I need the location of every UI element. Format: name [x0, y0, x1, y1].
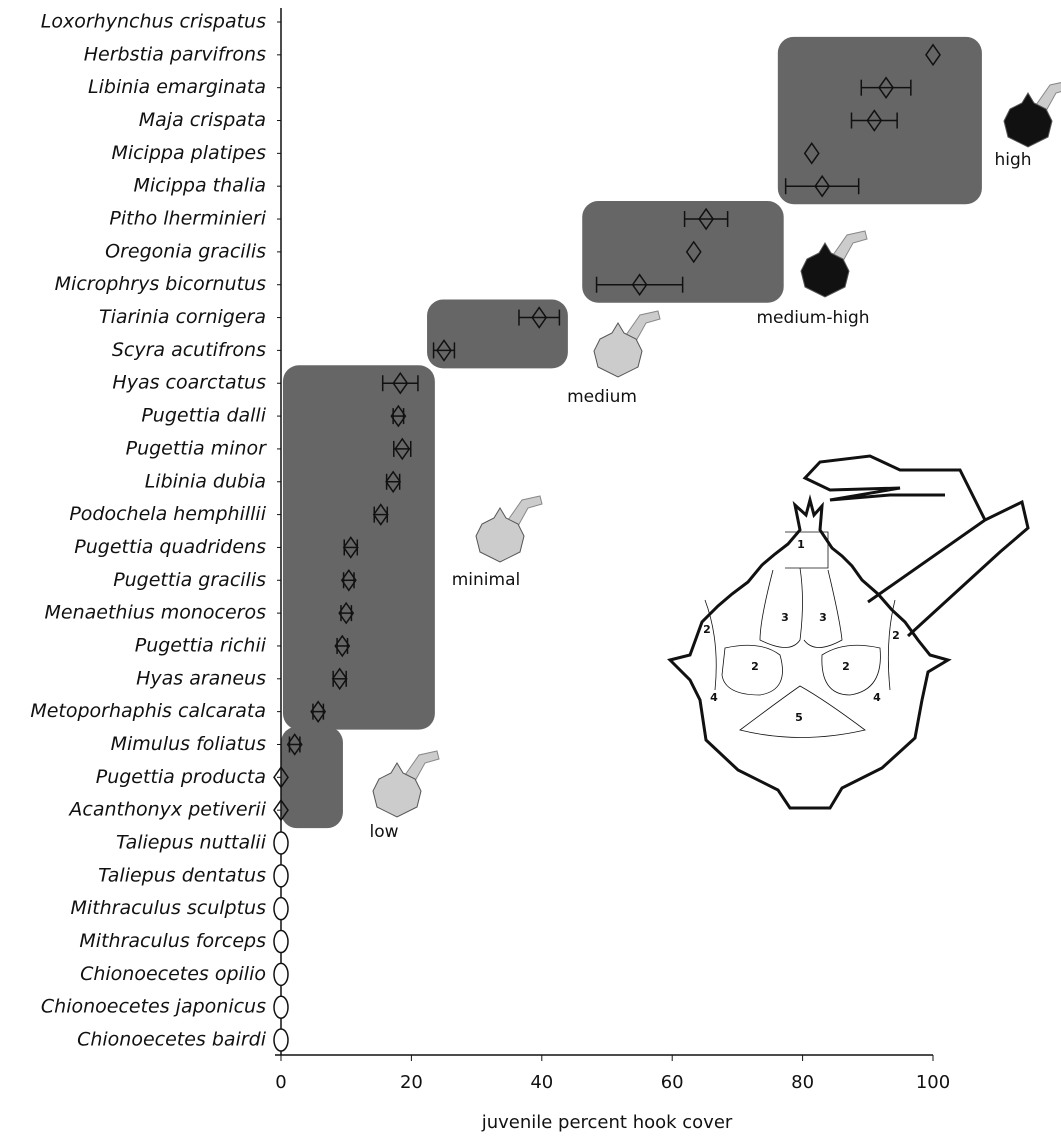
y-tick-label: Metoporhaphis calcarata [30, 700, 266, 722]
chart: high medium-high medium minimal low 0 20 40 60 80… [0, 0, 1061, 1139]
ellipse-marker [274, 1029, 288, 1051]
y-tick-label: Taliepus dentatus [98, 864, 266, 886]
crab-icon [1004, 81, 1061, 147]
y-tick-label: Pugettia producta [96, 766, 266, 788]
x-tick-label: 80 [791, 1072, 814, 1093]
y-tick-label: Libinia dubia [145, 470, 266, 492]
region-label: medium [567, 387, 637, 407]
y-tick-label: Hyas coarctatus [112, 372, 266, 394]
y-tick-label: Acanthonyx petiverii [67, 799, 266, 821]
ellipse-marker [274, 963, 288, 985]
y-tick-label: Podochela hemphillii [69, 503, 266, 525]
y-tick-label: Taliepus nuttalii [116, 832, 267, 854]
y-tick-label: Loxorhynchus crispatus [41, 11, 266, 33]
region-box [427, 300, 568, 369]
diagram-label: 3 [781, 611, 789, 624]
y-tick-label: Herbstia parvifrons [84, 43, 266, 65]
crab-icon [801, 231, 867, 297]
y-tick-label: Pugettia quadridens [74, 536, 266, 558]
y-tick-label: Micippa thalia [133, 175, 266, 197]
y-tick-label: Microphrys bicornutus [55, 273, 266, 295]
y-tick-label: Hyas araneus [136, 667, 266, 689]
y-tick-label: Chionoecetes bairdi [77, 1029, 267, 1051]
ellipse-marker [274, 996, 288, 1018]
diagram-label: 2 [892, 629, 900, 642]
crab-icon [476, 496, 542, 562]
y-tick-label: Micippa platipes [111, 142, 266, 164]
y-tick-label: Pugettia richii [135, 634, 267, 656]
y-tick-label: Libinia emarginata [88, 76, 266, 98]
crab-icon [373, 751, 439, 817]
ellipse-marker [274, 865, 288, 887]
diagram-label: 4 [873, 691, 881, 704]
crab-icon [594, 311, 660, 377]
x-tick-label: 100 [916, 1072, 950, 1093]
ellipse-marker [274, 832, 288, 854]
ellipse-marker [274, 898, 288, 920]
diagram-label: 4 [710, 691, 718, 704]
y-tick-label: Chionoecetes japonicus [41, 996, 266, 1018]
region-label: low [369, 822, 398, 842]
y-tick-label: Scyra acutifrons [112, 339, 266, 361]
y-tick-label: Mithraculus sculptus [71, 897, 267, 919]
x-tick-label: 60 [661, 1072, 684, 1093]
region-label: medium-high [756, 308, 869, 328]
diagram-label: 2 [751, 660, 759, 673]
x-tick-label: 20 [400, 1072, 423, 1093]
ellipse-marker [274, 931, 288, 953]
y-tick-label: Pitho lherminieri [109, 208, 266, 230]
x-tick-label: 0 [275, 1072, 286, 1093]
y-tick-label: Chionoecetes opilio [80, 963, 266, 985]
diagram-label: 2 [703, 623, 711, 636]
diagram-label: 5 [795, 711, 803, 724]
y-tick-label: Pugettia minor [126, 437, 268, 459]
diagram-label: 2 [842, 660, 850, 673]
y-tick-label: Mimulus foliatus [111, 733, 266, 755]
region-label: high [994, 150, 1031, 170]
region-box [283, 365, 435, 729]
y-tick-label: Maja crispata [139, 109, 266, 131]
x-axis-label: juvenile percent hook cover [481, 1112, 733, 1133]
region-label: minimal [452, 570, 520, 590]
y-tick-label: Menaethius monoceros [45, 602, 267, 624]
y-tick-label: Mithraculus forceps [79, 930, 266, 952]
y-tick-label: Pugettia gracilis [113, 569, 266, 591]
y-tick-label: Tiarinia cornigera [99, 306, 266, 328]
y-tick-label: Pugettia dalli [141, 405, 266, 427]
crab-diagram [670, 456, 1028, 808]
diagram-label: 1 [797, 538, 805, 551]
x-tick-label: 40 [530, 1072, 553, 1093]
y-tick-label: Oregonia gracilis [105, 240, 266, 262]
diagram-label: 3 [819, 611, 827, 624]
